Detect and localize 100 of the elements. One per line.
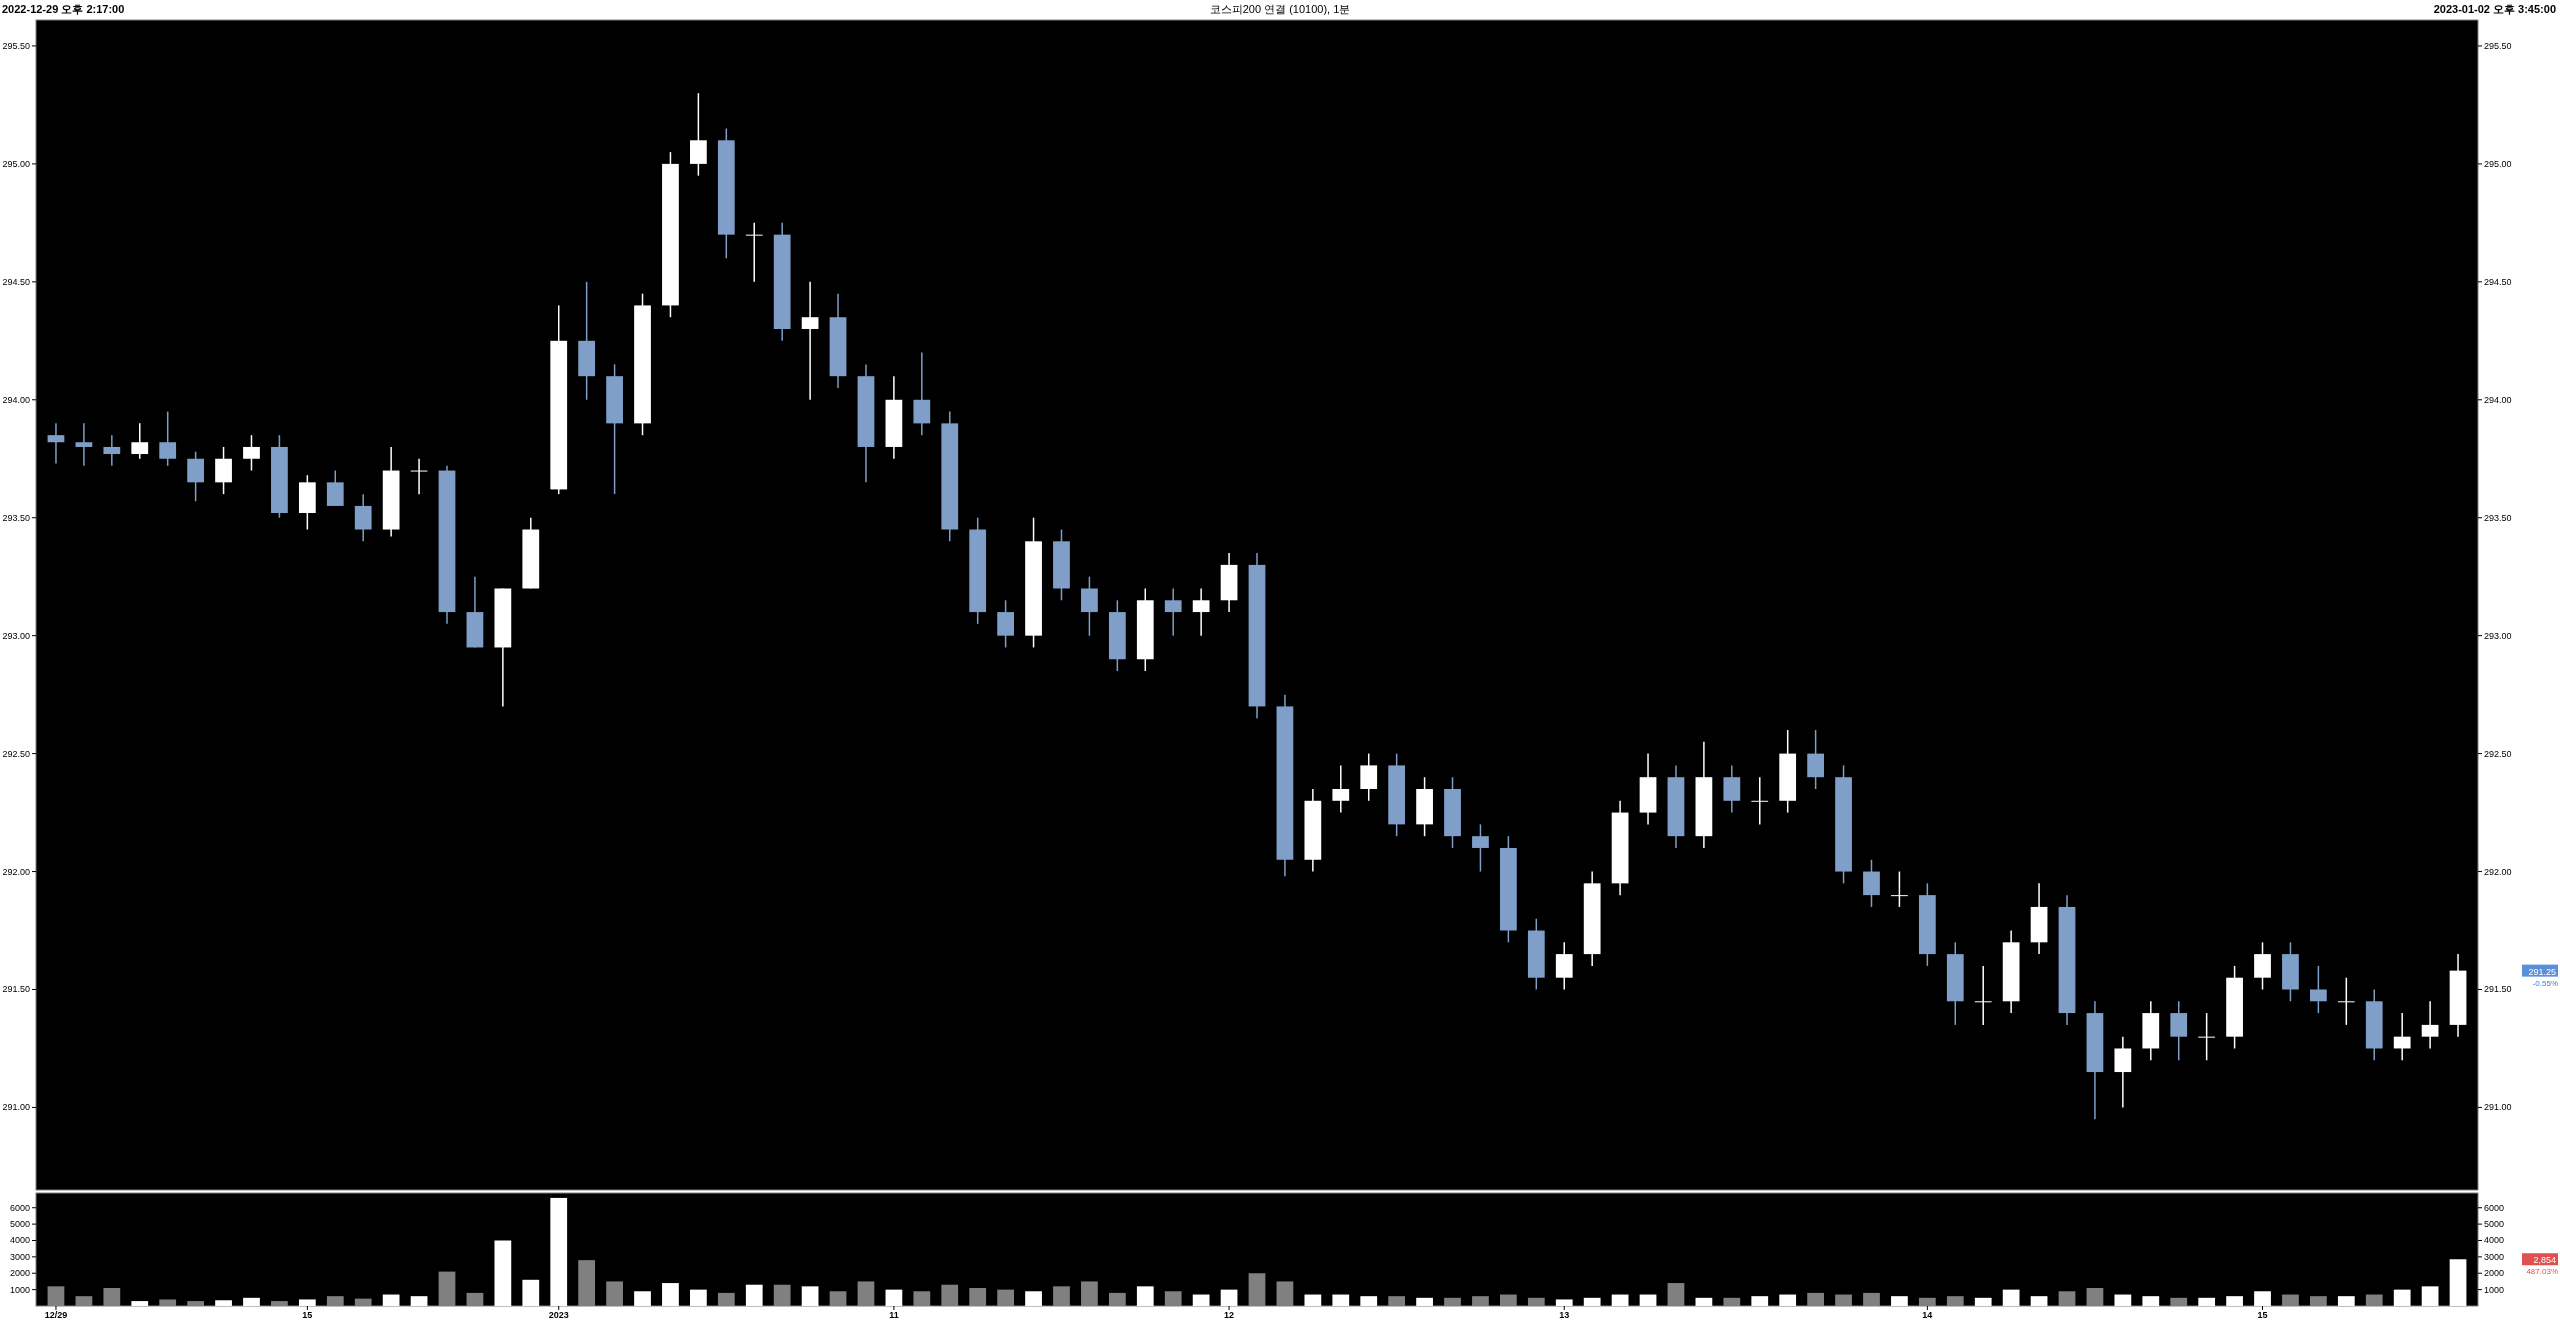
y-tick-label: 293.00 [2, 630, 30, 641]
candlestick [159, 410, 177, 467]
bar [634, 1291, 651, 1306]
candlestick [1332, 764, 1350, 814]
candlestick [2170, 1000, 2188, 1062]
y2-tick-label: 293.50 [2484, 512, 2512, 523]
text: 2023-01-02 오후 3:45:00 [2433, 3, 2556, 15]
x-tick-label: 12/29 [44, 1310, 68, 1320]
candlestick [1081, 575, 1098, 637]
bar [2114, 1294, 2132, 1306]
candlestick [1807, 729, 1824, 790]
bar [2337, 1296, 2355, 1306]
y-tick-label: 1000 [9, 1284, 30, 1295]
text: 487.03% [2526, 1267, 2558, 1277]
y2-tick-label: 5000 [2484, 1219, 2505, 1230]
bar [1220, 1289, 1238, 1306]
text: -0.55% [2532, 978, 2558, 988]
y2-tick-label: 292.50 [2484, 748, 2512, 759]
y2-tick-label: 6000 [2484, 1202, 2505, 1213]
bar [1695, 1297, 1713, 1306]
bar [550, 1197, 568, 1306]
candlestick [354, 493, 372, 543]
y2-tick-label: 293.00 [2484, 630, 2512, 641]
x-tick-label: 14 [1922, 1310, 1933, 1320]
bar [2142, 1296, 2160, 1306]
bar [2030, 1296, 2048, 1306]
y-tick-label: 2000 [9, 1268, 30, 1279]
bar [1555, 1299, 1573, 1306]
y-tick-label: 5000 [9, 1219, 30, 1230]
y-tick-label: 292.50 [2, 748, 30, 759]
bar [2393, 1289, 2411, 1306]
bar [2226, 1296, 2243, 1306]
bar [1332, 1294, 1350, 1306]
y-tick-label: 292.00 [2, 866, 30, 877]
bar [1583, 1297, 1601, 1306]
bar [1136, 1286, 1154, 1306]
candlestick [690, 92, 707, 177]
bar [2198, 1297, 2216, 1306]
candlestick [2114, 1035, 2132, 1109]
y2-tick-label: 291.00 [2484, 1102, 2512, 1113]
bar [1974, 1297, 1992, 1306]
bar [1891, 1296, 1908, 1306]
candlestick [1974, 965, 1992, 1026]
bar [1025, 1291, 1042, 1306]
bar [745, 1284, 763, 1306]
x-tick-label: 15 [2257, 1310, 2268, 1320]
candlestick [1192, 587, 1210, 637]
bar [131, 1301, 149, 1306]
bar [298, 1299, 316, 1306]
bar [885, 1289, 903, 1306]
candlestick [997, 599, 1014, 649]
candlestick [1863, 859, 1880, 908]
candlestick [2337, 976, 2355, 1026]
candlestick [326, 469, 344, 507]
y2-tick-label: 295.00 [2484, 158, 2512, 169]
bar [690, 1289, 707, 1306]
y2-tick-label: 4000 [2484, 1235, 2505, 1246]
candlestick [1723, 764, 1741, 814]
y-tick-label: 4000 [9, 1235, 30, 1246]
y2-tick-label: 295.50 [2484, 40, 2512, 51]
x-tick-label: 12 [1224, 1310, 1235, 1320]
y-tick-label: 294.00 [2, 394, 30, 405]
bar [522, 1279, 540, 1306]
y2-tick-label: 3000 [2484, 1251, 2505, 1262]
y2-tick-label: 291.50 [2484, 984, 2512, 995]
y2-tick-label: 2000 [2484, 1268, 2505, 1279]
candlestick [2393, 1012, 2411, 1062]
bar [243, 1297, 260, 1306]
bar [1360, 1296, 1378, 1306]
text: 2022-12-29 오후 2:17:00 [2, 3, 125, 15]
candlestick [745, 222, 763, 283]
y2-tick-label: 294.00 [2484, 394, 2512, 405]
text: 2,854 [2533, 1255, 2556, 1266]
bar [1304, 1294, 1322, 1306]
y2-tick-label: 292.00 [2484, 866, 2512, 877]
bar [494, 1240, 512, 1306]
candlestick [2198, 1012, 2216, 1062]
text: 291.25 [2528, 966, 2556, 977]
bar [662, 1283, 679, 1306]
bar [1779, 1294, 1797, 1306]
candlestick [187, 450, 204, 502]
candlestick [2421, 1000, 2439, 1050]
y-tick-label: 295.00 [2, 158, 30, 169]
bar [1639, 1294, 1657, 1306]
candlestick [131, 422, 149, 460]
bar [2449, 1259, 2467, 1306]
bar [215, 1300, 232, 1306]
bar [1751, 1296, 1769, 1306]
y2-tick-label: 294.50 [2484, 276, 2512, 287]
candlestick [47, 422, 65, 465]
y-tick-label: 3000 [9, 1251, 30, 1262]
bar [2002, 1289, 2020, 1306]
candlestick [801, 281, 819, 401]
candlestick [1164, 587, 1182, 637]
y-tick-label: 294.50 [2, 276, 30, 287]
y-tick-label: 293.50 [2, 512, 30, 523]
candlestick [1555, 941, 1573, 991]
candlestick [75, 422, 93, 467]
y-tick-label: 295.50 [2, 40, 30, 51]
candlestick [913, 351, 931, 436]
